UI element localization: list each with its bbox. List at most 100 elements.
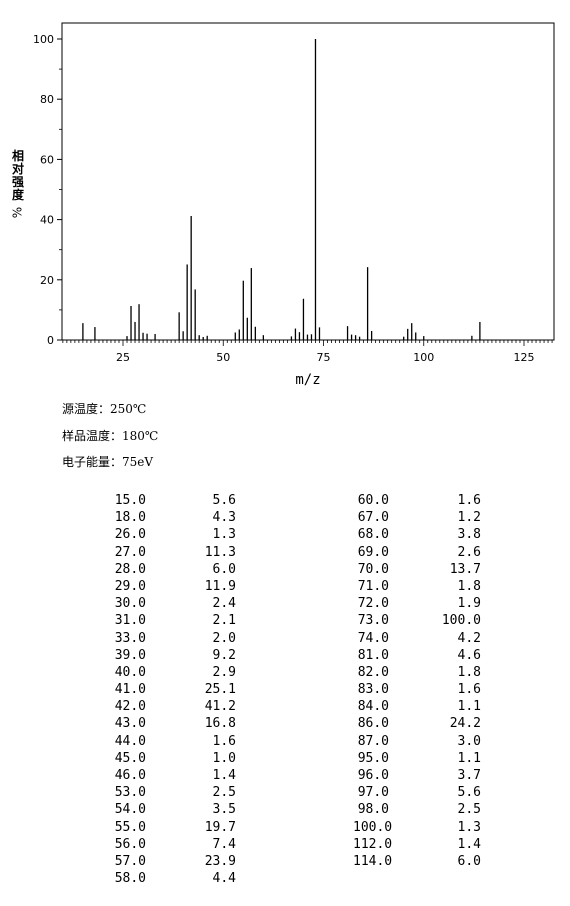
peak-table-row: 68.0 3.8 xyxy=(353,526,481,543)
peak-table-row: 43.0 16.8 xyxy=(110,715,236,732)
peak-intensity: 1.8 xyxy=(457,664,481,680)
peak-intensity: 4.3 xyxy=(212,510,236,526)
peak-table-row: 67.0 1.2 xyxy=(353,509,481,526)
peak-mz: 55.0 xyxy=(114,819,146,835)
peak-table-row: 56.0 7.4 xyxy=(110,836,236,853)
peak-mz: 82.0 xyxy=(357,664,389,680)
peak-mz: 71.0 xyxy=(357,578,389,594)
peak-table-row: 40.0 2.9 xyxy=(110,664,236,681)
peak-intensity: 1.4 xyxy=(212,768,236,783)
peak-intensity: 2.6 xyxy=(457,544,481,560)
peak-mz: 98.0 xyxy=(357,802,389,818)
peak-mz: 96.0 xyxy=(357,768,389,783)
peak-mz: 43.0 xyxy=(114,716,146,732)
peak-mz: 53.0 xyxy=(114,785,146,801)
y-tick-label: 0 xyxy=(47,334,54,347)
peak-table-row: 72.0 1.9 xyxy=(353,595,481,612)
peak-table-row: 30.0 2.4 xyxy=(110,595,236,612)
peak-intensity: 1.3 xyxy=(212,527,236,543)
peak-mz: 15.0 xyxy=(114,493,146,508)
peak-intensity: 2.1 xyxy=(212,613,236,629)
peak-mz: 97.0 xyxy=(357,785,389,801)
x-axis-label: m/z xyxy=(295,372,320,388)
peak-table-row: 100.0 1.3 xyxy=(353,819,481,836)
peak-table-row: 71.0 1.8 xyxy=(353,578,481,595)
y-axis-label: 相对强度 % xyxy=(8,150,28,219)
peak-mz: 27.0 xyxy=(114,544,146,560)
peak-intensity: 2.5 xyxy=(457,802,481,818)
peak-intensity: 6.0 xyxy=(457,853,481,869)
peak-intensity: 4.2 xyxy=(457,630,481,646)
peak-intensity: 9.2 xyxy=(212,647,236,663)
peak-mz: 87.0 xyxy=(357,733,389,749)
peak-table-row: 15.0 5.6 xyxy=(110,492,236,509)
peak-mz: 68.0 xyxy=(357,527,389,543)
peak-table-row: 60.0 1.6 xyxy=(353,492,481,509)
peak-intensity: 4.4 xyxy=(212,871,236,887)
peak-intensity: 3.0 xyxy=(457,733,481,749)
peak-table-right: 60.0 1.6 67.0 1.2 68.0 3.8 69.0 2.6 70.0 13.7 71.0… xyxy=(353,492,481,870)
peak-table-row: 83.0 1.6 xyxy=(353,681,481,698)
peak-table-row: 58.0 4.4 xyxy=(110,870,236,887)
peak-intensity: 1.1 xyxy=(457,750,481,766)
peak-mz: 69.0 xyxy=(357,544,389,560)
y-tick-label: 80 xyxy=(40,93,54,106)
peak-mz: 54.0 xyxy=(114,802,146,818)
peak-intensity: 13.7 xyxy=(449,561,481,577)
peak-intensity: 1.4 xyxy=(457,836,481,852)
peak-intensity: 4.6 xyxy=(457,647,481,663)
peak-table-row: 26.0 1.3 xyxy=(110,526,236,543)
peak-intensity: 2.4 xyxy=(212,596,236,612)
peak-mz: 84.0 xyxy=(357,699,389,715)
peak-mz: 81.0 xyxy=(357,647,389,663)
peak-table-left: 15.0 5.6 18.0 4.3 26.0 1.3 27.0 11.3 28.0 6.0 29.0… xyxy=(110,492,236,887)
peak-mz: 40.0 xyxy=(114,664,146,680)
peak-intensity: 25.1 xyxy=(204,682,236,698)
peak-table-row: 33.0 2.0 xyxy=(110,630,236,647)
peak-mz: 72.0 xyxy=(357,596,389,612)
peak-mz: 26.0 xyxy=(114,527,146,543)
peak-intensity: 2.5 xyxy=(212,785,236,801)
peak-mz: 30.0 xyxy=(114,596,146,612)
peak-mz: 114.0 xyxy=(353,853,393,869)
peak-mz: 95.0 xyxy=(357,750,389,766)
peak-intensity: 1.2 xyxy=(457,510,481,526)
peak-intensity: 100.0 xyxy=(441,613,481,629)
peak-table-row: 70.0 13.7 xyxy=(353,561,481,578)
peak-intensity: 41.2 xyxy=(204,699,236,715)
peak-table-row: 112.0 1.4 xyxy=(353,836,481,853)
peak-table-row: 96.0 3.7 xyxy=(353,767,481,784)
peak-intensity: 3.7 xyxy=(457,768,481,783)
peak-table-row: 53.0 2.5 xyxy=(110,784,236,801)
peak-table-row: 39.0 9.2 xyxy=(110,647,236,664)
peak-mz: 46.0 xyxy=(114,768,146,783)
peak-mz: 58.0 xyxy=(114,871,146,887)
y-axis-label-text: 相对强度 xyxy=(11,149,24,202)
peak-table-row: 28.0 6.0 xyxy=(110,561,236,578)
peak-table-row: 95.0 1.1 xyxy=(353,750,481,767)
peak-intensity: 1.1 xyxy=(457,699,481,715)
peak-table-row: 81.0 4.6 xyxy=(353,647,481,664)
y-tick-label: 100 xyxy=(33,33,54,46)
x-tick-label: 75 xyxy=(317,351,331,364)
peak-mz: 44.0 xyxy=(114,733,146,749)
x-tick-label: 50 xyxy=(216,351,230,364)
peak-table-row: 29.0 11.9 xyxy=(110,578,236,595)
peak-intensity: 3.8 xyxy=(457,527,481,543)
peak-intensity: 23.9 xyxy=(204,853,236,869)
peak-table-row: 69.0 2.6 xyxy=(353,544,481,561)
peak-intensity: 2.0 xyxy=(212,630,236,646)
peak-table-row: 97.0 5.6 xyxy=(353,784,481,801)
plot-frame xyxy=(61,22,555,341)
peak-intensity: 11.3 xyxy=(204,544,236,560)
peak-intensity: 5.6 xyxy=(212,493,236,508)
peak-intensity: 1.9 xyxy=(457,596,481,612)
peak-table-row: 27.0 11.3 xyxy=(110,544,236,561)
peak-table-row: 44.0 1.6 xyxy=(110,733,236,750)
peak-table-row: 74.0 4.2 xyxy=(353,630,481,647)
peak-table-row: 42.0 41.2 xyxy=(110,698,236,715)
peak-mz: 74.0 xyxy=(357,630,389,646)
peak-intensity: 1.6 xyxy=(457,682,481,698)
peak-table-row: 73.0 100.0 xyxy=(353,612,481,629)
x-tick-label: 100 xyxy=(413,351,434,364)
